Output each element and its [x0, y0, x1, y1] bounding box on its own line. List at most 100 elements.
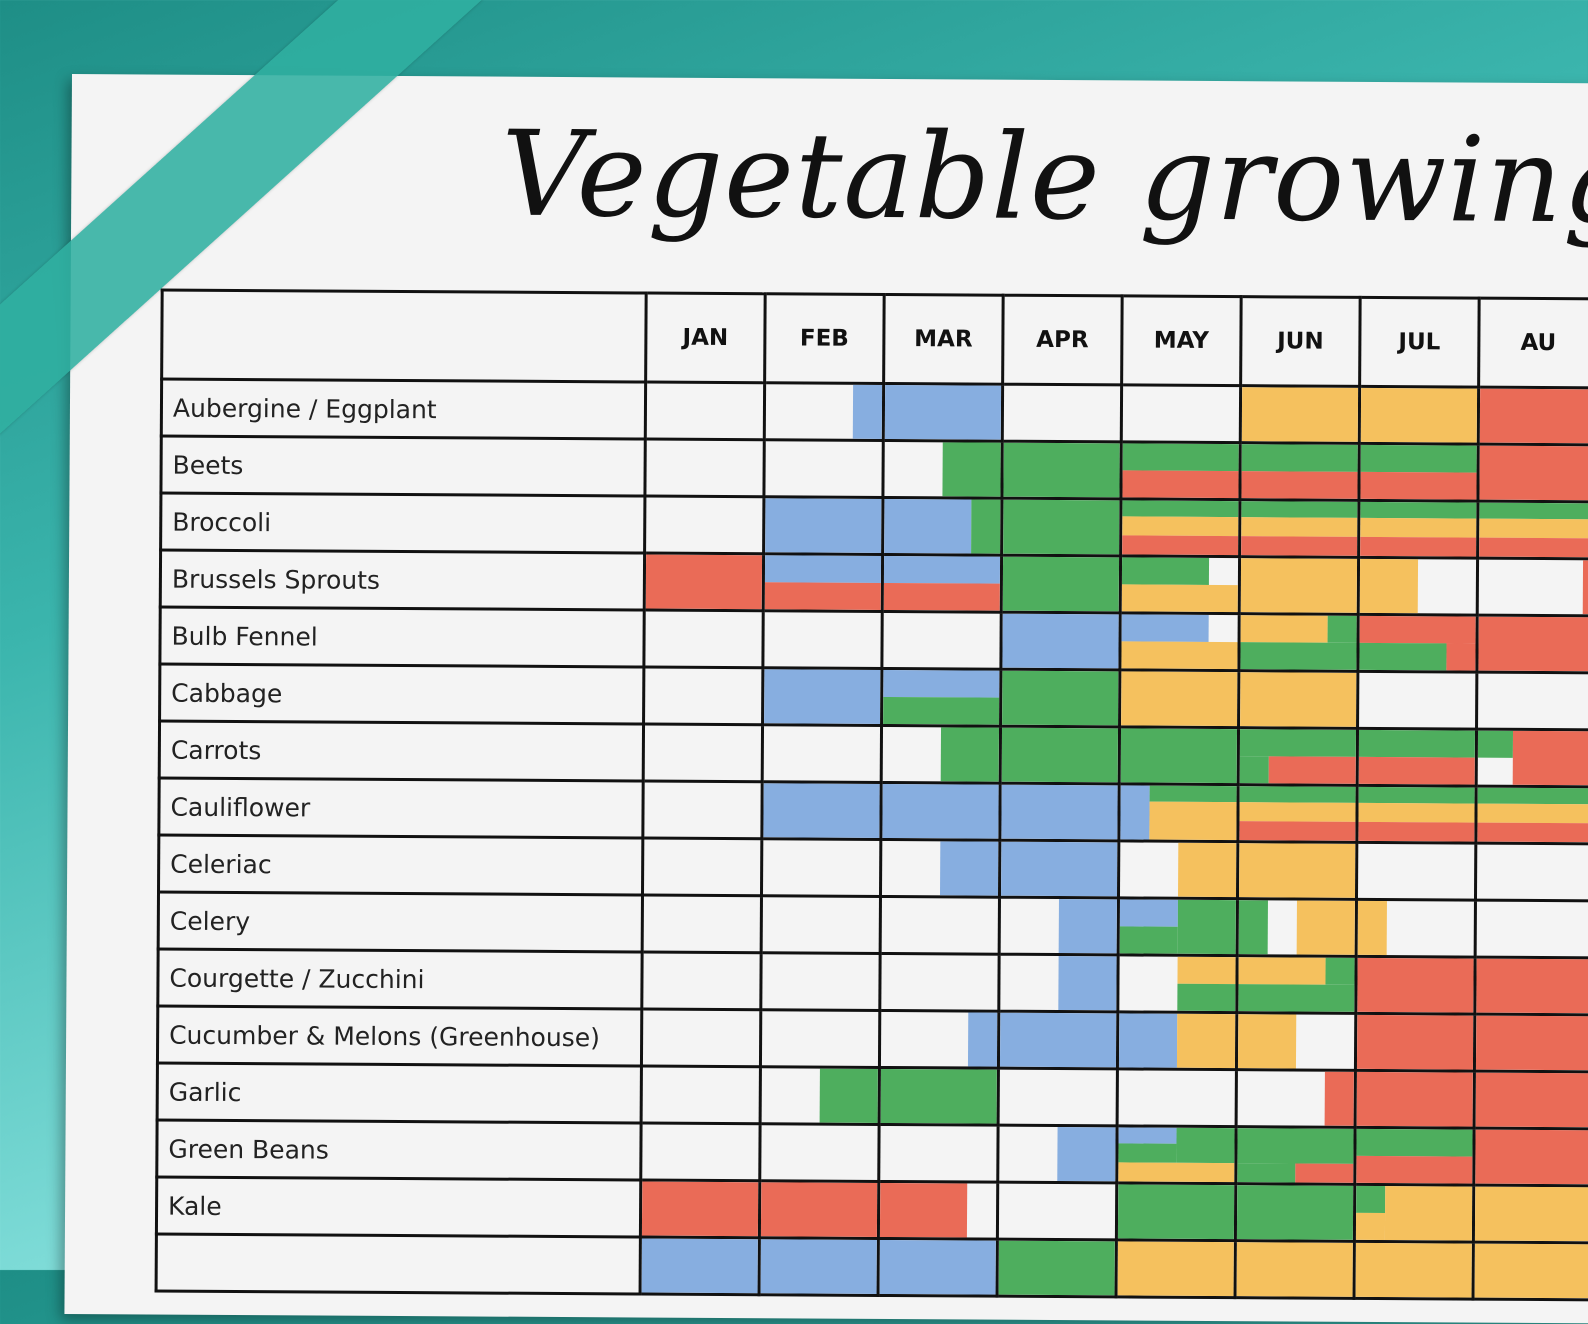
color-band-red: [1478, 616, 1588, 672]
color-band-yellow: [1240, 558, 1358, 613]
color-band-red: [1446, 643, 1476, 671]
vegetable-name: Carrots: [159, 721, 644, 782]
color-band-green: [1236, 1185, 1354, 1240]
month-cell: [1476, 729, 1588, 787]
color-band-blue: [1057, 1127, 1116, 1182]
month-cell: [1474, 1071, 1588, 1129]
month-cell: [1357, 671, 1477, 730]
color-band-blue: [764, 555, 882, 583]
month-cell: [761, 838, 881, 897]
table-row: Green Beans: [156, 1120, 1588, 1186]
page-title: Vegetable growing pla: [500, 104, 1588, 251]
color-band-yellow: [1474, 1186, 1588, 1242]
month-cell: [880, 782, 1001, 841]
color-band-green: [1241, 501, 1358, 519]
month-cell: [1236, 955, 1357, 1014]
month-cell: [1121, 384, 1241, 443]
color-band-yellow: [1358, 803, 1475, 823]
color-band-red: [1360, 471, 1477, 500]
month-cell: [1238, 613, 1359, 672]
month-cell: [882, 554, 1002, 613]
color-band-blue: [884, 384, 1002, 440]
month-cell: [1473, 1128, 1588, 1186]
color-band-blue: [764, 669, 881, 724]
month-cell: [642, 781, 763, 839]
color-band-green: [1237, 1128, 1354, 1164]
color-band-red: [1475, 1072, 1588, 1128]
color-band-green: [1360, 501, 1477, 519]
month-cell: [761, 781, 882, 840]
color-band-green: [1356, 1185, 1386, 1214]
month-header: JUN: [1240, 296, 1361, 387]
month-cell: [1356, 842, 1476, 901]
table-row: Cauliflower: [158, 778, 1588, 844]
color-band-red: [1357, 957, 1474, 1013]
color-band-blue: [1001, 784, 1118, 840]
color-band-blue: [760, 1239, 877, 1294]
month-cell: [1119, 726, 1239, 785]
month-cell: [1240, 385, 1360, 444]
color-band-green: [1325, 957, 1355, 985]
month-cell: [1116, 1182, 1236, 1241]
color-band-blue: [1120, 785, 1150, 840]
month-cell: [1000, 726, 1120, 784]
vegetable-name: Bulb Fennel: [159, 607, 645, 668]
color-band-red: [641, 1181, 759, 1237]
month-cell: [1358, 443, 1479, 502]
vegetable-name: Garlic: [157, 1063, 642, 1123]
month-cell: [1000, 669, 1120, 727]
color-band-green: [1240, 642, 1357, 670]
month-cell: [764, 382, 884, 441]
month-cell: [1473, 1242, 1588, 1300]
color-band-red: [1476, 958, 1588, 1014]
color-band-blue: [883, 669, 1000, 698]
color-band-yellow: [1121, 584, 1238, 613]
month-cell: [883, 383, 1003, 442]
color-band-blue: [1121, 614, 1209, 642]
color-band-green: [971, 499, 1001, 554]
color-band-yellow: [1241, 387, 1359, 442]
color-band-yellow: [1474, 1243, 1588, 1299]
color-band-green: [1002, 556, 1120, 612]
month-cell: [999, 840, 1119, 898]
month-cell: [1120, 441, 1241, 500]
color-band-green: [1359, 642, 1447, 671]
color-band-red: [1356, 1071, 1473, 1127]
color-band-yellow: [1238, 957, 1326, 985]
color-band-yellow: [1241, 517, 1358, 537]
table-row: Cabbage: [159, 664, 1588, 730]
month-header-row: JAN FEB MAR APR MAY JUN JUL AU: [161, 290, 1588, 388]
color-band-yellow: [1240, 615, 1328, 643]
month-cell: [643, 610, 764, 668]
month-cell: [1118, 783, 1239, 842]
month-cell: [1116, 1125, 1237, 1184]
color-band-green: [1479, 502, 1588, 520]
month-cell: [640, 1179, 760, 1238]
color-band-yellow: [1239, 802, 1356, 822]
month-cell: [642, 895, 762, 953]
color-band-green: [1001, 727, 1119, 783]
month-cell: [1238, 727, 1358, 786]
color-band-blue: [763, 783, 880, 838]
month-cell: [641, 1065, 761, 1124]
color-band-green: [1241, 444, 1358, 472]
color-band-green: [1177, 983, 1236, 1012]
color-band-red: [1479, 445, 1588, 501]
month-cell: [1001, 441, 1122, 499]
month-cell: [879, 1067, 999, 1126]
color-band-red: [1122, 535, 1239, 556]
color-band-green: [1238, 984, 1355, 1012]
color-band-blue: [1002, 613, 1119, 669]
color-band-green: [1177, 899, 1236, 955]
month-cell: [1477, 444, 1588, 502]
month-cell: [760, 952, 881, 1011]
color-band-yellow: [1355, 1212, 1386, 1241]
vegetable-name: Brussels Sprouts: [160, 550, 645, 611]
color-band-yellow: [1122, 516, 1239, 537]
color-band-green: [883, 696, 1000, 725]
month-cell: [1477, 501, 1588, 559]
color-band-red: [879, 1182, 968, 1238]
table-row: Celeriac: [158, 835, 1588, 901]
planting-table: JAN FEB MAR APR MAY JUN JUL AU Aubergine / Eggp…: [155, 289, 1588, 1302]
month-cell: [1235, 1126, 1356, 1185]
